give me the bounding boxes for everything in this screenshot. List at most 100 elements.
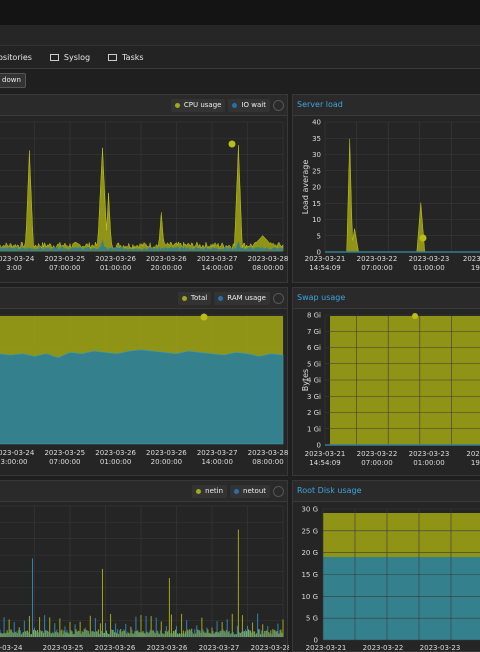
x-tick-label: 01:00:00 (413, 459, 444, 467)
root-disk-panel: Root Disk usage 0 5 G 10 G 15 G 20 G 25 G 30 G… (292, 480, 480, 652)
legend-toggle-button[interactable] (273, 100, 284, 111)
legend-netout[interactable]: netout (230, 485, 270, 498)
y-tick-label: 10 G (301, 593, 318, 601)
y-tick-label: 25 G (301, 527, 318, 535)
x-tick-label: 3:00 (6, 264, 22, 272)
legend-toggle-button[interactable] (273, 486, 284, 497)
tab-tasks[interactable]: Tasks (108, 52, 144, 62)
tab-label: Tasks (122, 52, 144, 62)
memory-usage-panel: Total RAM usage 2023-03-243:00:00 2023-03… (0, 287, 288, 476)
x-tick-label: 2023-03-26 (147, 644, 188, 652)
x-tick-label: -03-24 (0, 644, 23, 652)
legend-cpu-usage[interactable]: CPU usage (170, 99, 226, 112)
y-tick-label: 30 G (301, 506, 318, 514)
y-tick-label: 15 G (301, 571, 318, 579)
nav-tabs: ositories Syslog Tasks (0, 46, 480, 69)
sub-header (0, 25, 480, 46)
panel-title: Server load (297, 100, 343, 109)
y-tick-label: 7 Gi (307, 328, 321, 336)
load-area (325, 138, 480, 253)
x-tick-label: 2023-03 (466, 450, 480, 458)
x-tick-label: 07:00:00 (361, 459, 392, 467)
panel-header: Total RAM usage (0, 288, 287, 309)
y-tick-label: 0 (317, 249, 321, 257)
tab-repositories[interactable]: ositories (0, 53, 32, 62)
y-tick-label: 6 Gi (307, 344, 321, 352)
x-tick-label: 2023-03-23 (409, 450, 450, 458)
y-tick-label: 0 (314, 637, 318, 645)
panel-header: Root Disk usage (293, 481, 480, 502)
legend-netin[interactable]: netin (192, 485, 228, 498)
x-tick-label: 07:00:00 (49, 458, 80, 466)
server-load-chart: 0 5 10 15 20 25 30 35 40 Load average 2023-03-2114… (301, 119, 480, 272)
panel-title: Root Disk usage (297, 486, 362, 495)
y-tick-label: 15 (312, 200, 321, 208)
x-tick-label: 08:00:00 (252, 458, 283, 466)
panel-header: Server load (293, 95, 480, 116)
y-axis-label: Load average (301, 160, 310, 215)
x-tick-label: 2023-03-23 (420, 644, 461, 652)
y-tick-label: 1 Gi (307, 425, 321, 433)
x-tick-label: 2023-03-24 (0, 255, 35, 263)
chart-legend: netin netout (192, 485, 284, 498)
tasks-icon (108, 53, 118, 61)
chart-legend: CPU usage IO wait (170, 99, 284, 112)
swap-total-area (330, 316, 480, 445)
x-tick-label: 3:00:00 (1, 458, 28, 466)
network-chart: -03-24 2023-03-25 2023-03-26 2023-03-26 2023… (0, 505, 289, 652)
legend-toggle-button[interactable] (273, 293, 284, 304)
legend-total[interactable]: Total (177, 292, 212, 305)
x-tick-label: 2023-03-22 (357, 450, 398, 458)
x-tick-label: 01:00:00 (413, 264, 444, 272)
list-icon (49, 53, 59, 61)
network-panel: netin netout -03-24 2023-03-25 2023-03-26 2… (0, 480, 289, 652)
x-tick-label: 2023-03-25 (43, 644, 84, 652)
x-tick-label: 2023-03-28 (251, 644, 289, 652)
hover-marker (412, 313, 418, 319)
x-tick-label: 19:00 (471, 264, 480, 272)
x-tick-label: 2023-03-26 (146, 255, 187, 263)
panel-title: Swap usage (297, 293, 346, 302)
y-axis-label: Bytes (301, 369, 310, 391)
x-tick-label: 2023-03-27 (199, 644, 240, 652)
y-tick-label: 35 (312, 135, 321, 143)
y-tick-label: 5 G (306, 615, 318, 623)
x-tick-label: 2023-03-26 (146, 449, 187, 457)
swap-usage-panel: Swap usage 0 1 Gi 2 Gi 3 Gi 4 Gi 5 Gi 6 Gi 7 Gi… (292, 287, 480, 476)
x-tick-label: 2023-03-28 (248, 449, 289, 457)
y-tick-label: 20 (312, 184, 321, 192)
legend-io-wait[interactable]: IO wait (228, 99, 270, 112)
ram-usage-area (0, 349, 284, 445)
timeframe-dropdown[interactable]: down (0, 73, 26, 88)
x-tick-label: 2023-03-21 (306, 644, 347, 652)
y-tick-label: 20 G (301, 549, 318, 557)
x-tick-label: 14:54:09 (309, 264, 340, 272)
y-tick-label: 0 (317, 442, 321, 450)
x-tick-label: 20:00:00 (151, 458, 182, 466)
chart-legend: Total RAM usage (177, 292, 284, 305)
tab-syslog[interactable]: Syslog (49, 53, 90, 62)
x-tick-label: 14:00:00 (201, 458, 232, 466)
x-tick-label: 01:00:00 (100, 458, 131, 466)
y-tick-label: 4 Gi (307, 377, 321, 385)
x-tick-label: 2023-03-27 (197, 255, 238, 263)
hover-marker (228, 140, 236, 148)
disk-used-area (323, 557, 480, 640)
toolbar: down (0, 69, 480, 93)
x-tick-label: 2023-03-25 (44, 255, 85, 263)
cpu-usage-panel: CPU usage IO wait 2023-03-243:00 2023-03-… (0, 94, 288, 283)
panel-header: netin netout (0, 481, 287, 502)
y-tick-label: 10 (312, 216, 321, 224)
x-tick-label: 2023-03-23 (409, 255, 450, 263)
x-tick-label: 2023-03-22 (357, 255, 398, 263)
top-header (0, 0, 480, 25)
x-tick-label: 14:00:00 (201, 264, 232, 272)
x-tick-label: 14:54:09 (309, 459, 340, 467)
x-tick-label: 2023-03-24 (0, 449, 35, 457)
legend-ram-usage[interactable]: RAM usage (214, 292, 270, 305)
y-tick-label: 25 (312, 167, 321, 175)
y-tick-label: 3 Gi (307, 393, 321, 401)
x-tick-label: 2023-03-26 (95, 255, 136, 263)
x-tick-label: 08:00:00 (252, 264, 283, 272)
panel-header: CPU usage IO wait (0, 95, 287, 116)
